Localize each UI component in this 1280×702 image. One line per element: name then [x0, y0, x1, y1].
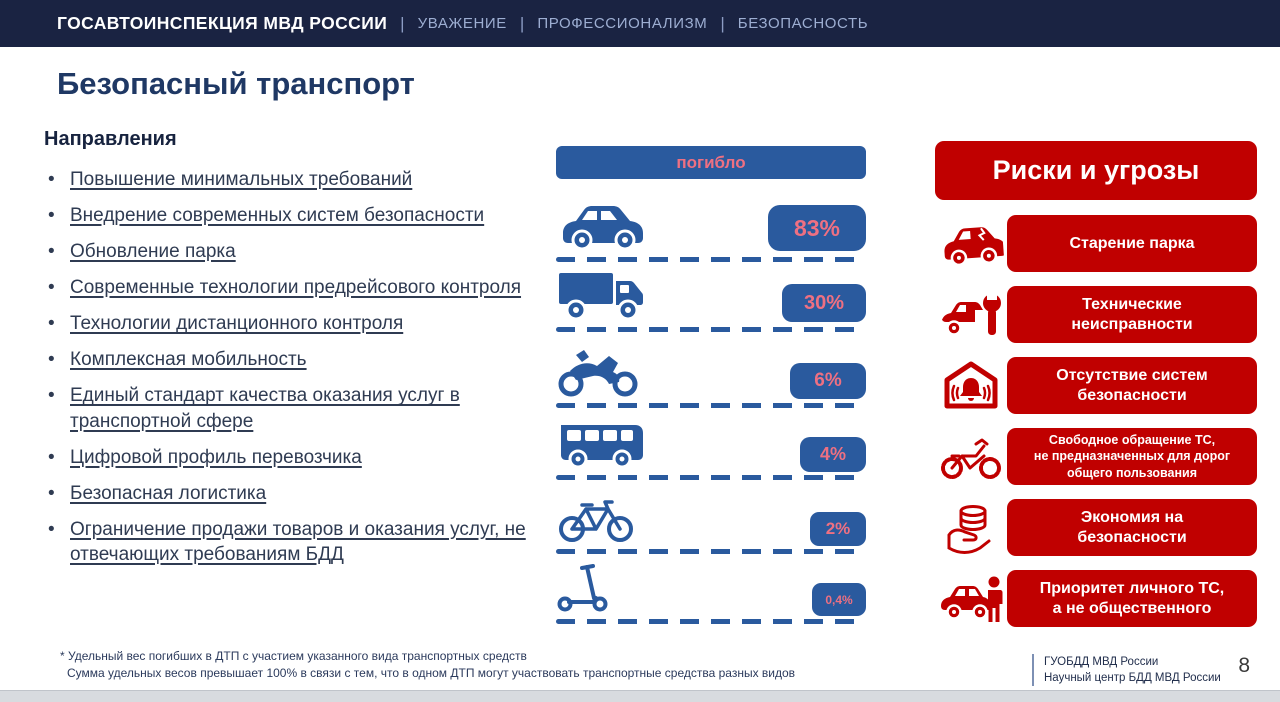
risk-label: Приоритет личного ТС, а не общественного — [1007, 570, 1257, 627]
dashed-line — [556, 475, 866, 480]
top-bar: ГОСАВТОИНСПЕКЦИЯ МВД РОССИИ | УВАЖЕНИЕ |… — [0, 0, 1280, 47]
risks-panel: Риски и угрозы Старение парка — [935, 141, 1257, 627]
direction-link[interactable]: Единый стандарт качества оказания услуг … — [70, 385, 460, 432]
bottom-strip — [0, 690, 1280, 702]
car-wrench-icon — [942, 290, 1001, 336]
car-person-icon — [941, 576, 1003, 622]
offroad-motorcycle-icon — [941, 438, 1001, 479]
crashed-car-icon — [944, 226, 1005, 266]
footer-org-line-2: Научный центр БДД МВД России — [1044, 672, 1221, 685]
separator: | — [720, 13, 725, 33]
list-item: Повышение минимальных требований — [44, 167, 542, 192]
risk-row: Приоритет личного ТС, а не общественного — [935, 570, 1257, 627]
brand-title: ГОСАВТОИНСПЕКЦИЯ МВД РОССИИ — [57, 13, 388, 33]
hand-coins-icon — [947, 504, 991, 554]
footer-org-line-1: ГУОБДД МВД России — [1044, 656, 1159, 668]
fatalities-chart: погибло 83% 30% — [556, 146, 866, 624]
footnote: * Удельный вес погибших в ДТП с участием… — [60, 648, 795, 682]
page-number: 8 — [1238, 654, 1250, 677]
list-item: Обновление парка — [44, 239, 542, 264]
footer: ГУОБДД МВД России Научный центр БДД МВД … — [1032, 654, 1221, 687]
directions-list: Повышение минимальных требований Внедрен… — [44, 167, 542, 567]
list-item: Единый стандарт качества оказания услуг … — [44, 383, 542, 433]
kick-scooter-fatality-badge: 0,4% — [812, 583, 866, 616]
dashed-line — [556, 257, 866, 262]
chart-row-truck: 30% — [556, 262, 866, 332]
dashed-line — [556, 549, 866, 554]
footer-divider — [1032, 654, 1034, 687]
chart-row-motorcycle: 6% — [556, 332, 866, 408]
truck-fatality-badge: 30% — [782, 284, 866, 322]
directions-heading: Направления — [44, 128, 177, 150]
bicycle-icon — [559, 500, 633, 542]
list-item: Безопасная логистика — [44, 481, 542, 506]
direction-link[interactable]: Безопасная логистика — [70, 482, 267, 504]
risks-heading: Риски и угрозы — [935, 141, 1257, 200]
dashed-line — [556, 619, 866, 624]
list-item: Цифровой профиль перевозчика — [44, 445, 542, 470]
list-item: Ограничение продажи товаров и оказания у… — [44, 517, 542, 567]
direction-link[interactable]: Обновление парка — [70, 241, 236, 263]
bicycle-fatality-badge: 2% — [810, 512, 866, 546]
directions-panel: Направления Повышение минимальных требов… — [44, 128, 542, 578]
chart-header: погибло — [556, 146, 866, 179]
chart-row-bus: 4% — [556, 408, 866, 480]
risk-row: Технические неисправности — [935, 286, 1257, 343]
direction-link[interactable]: Повышение минимальных требований — [70, 169, 413, 190]
direction-link[interactable]: Внедрение современных систем безопасност… — [70, 205, 485, 227]
direction-link[interactable]: Технологии дистанционного контроля — [70, 313, 404, 335]
chart-row-kick-scooter: 0,4% — [556, 554, 866, 624]
motto-safety: БЕЗОПАСНОСТЬ — [737, 15, 869, 32]
direction-link[interactable]: Ограничение продажи товаров и оказания у… — [70, 518, 526, 565]
dashed-line — [556, 327, 866, 332]
list-item: Современные технологии предрейсового кон… — [44, 275, 542, 300]
risk-label: Старение парка — [1007, 215, 1257, 272]
footnote-line-1: * Удельный вес погибших в ДТП с участием… — [60, 649, 527, 663]
separator: | — [519, 13, 525, 33]
alarm-house-icon — [944, 361, 998, 408]
list-item: Комплексная мобильность — [44, 347, 542, 372]
risk-row: Экономия на безопасности — [935, 499, 1257, 556]
direction-link[interactable]: Комплексная мобильность — [70, 349, 307, 371]
truck-icon — [559, 273, 643, 321]
bus-fatality-badge: 4% — [800, 437, 866, 472]
chart-row-car: 83% — [556, 179, 866, 262]
dashed-line — [556, 403, 866, 408]
motorcycle-icon — [558, 350, 638, 397]
motorcycle-fatality-badge: 6% — [790, 363, 866, 399]
separator: | — [400, 13, 405, 33]
list-item: Внедрение современных систем безопасност… — [44, 203, 542, 228]
motto-respect: УВАЖЕНИЕ — [417, 15, 507, 32]
risk-row: Свободное обращение ТС, не предназначенн… — [935, 428, 1257, 485]
risk-label: Свободное обращение ТС, не предназначенн… — [1007, 428, 1257, 485]
risk-label: Технические неисправности — [1007, 286, 1257, 343]
risk-row: Старение парка — [935, 215, 1257, 272]
list-item: Технологии дистанционного контроля — [44, 311, 542, 336]
footnote-line-2: Сумма удельных весов превышает 100% в св… — [67, 665, 796, 680]
car-fatality-badge: 83% — [768, 205, 866, 251]
car-icon — [563, 206, 643, 251]
kick-scooter-icon — [557, 564, 608, 612]
direction-link[interactable]: Цифровой профиль перевозчика — [70, 446, 362, 468]
bus-icon — [561, 425, 643, 469]
motto-professionalism: ПРОФЕССИОНАЛИЗМ — [537, 15, 708, 32]
risk-label: Экономия на безопасности — [1007, 499, 1257, 556]
risk-label: Отсутствие систем безопасности — [1007, 357, 1257, 414]
direction-link[interactable]: Современные технологии предрейсового кон… — [70, 277, 522, 299]
risk-row: Отсутствие систем безопасности — [935, 357, 1257, 414]
chart-row-bicycle: 2% — [556, 480, 866, 554]
page-title: Безопасный транспорт — [57, 66, 415, 101]
